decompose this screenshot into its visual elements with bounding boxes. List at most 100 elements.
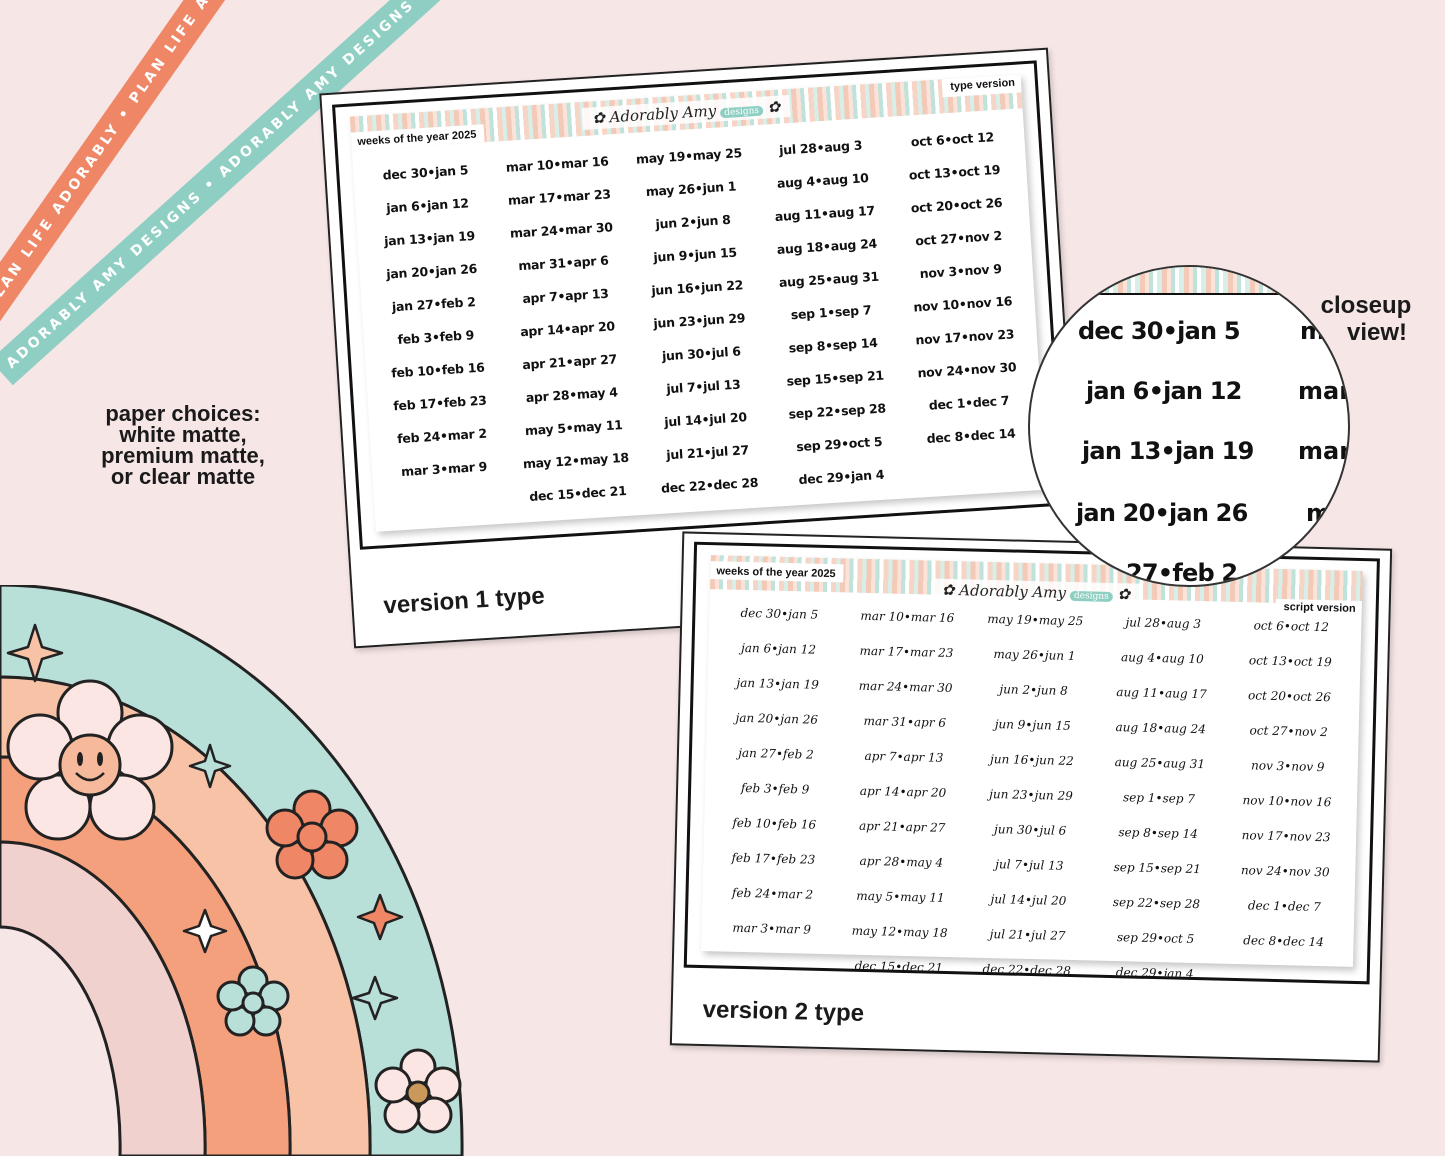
week-label: sep 29•oct 5 <box>795 433 883 455</box>
week-label: jan 13•jan 19 <box>736 675 820 692</box>
week-label: feb 3•feb 9 <box>397 327 475 348</box>
week-label: sep 15•sep 21 <box>1113 860 1202 877</box>
week-label: jun 16•jun 22 <box>989 751 1074 769</box>
week-label: aug 25•aug 31 <box>1114 755 1206 772</box>
week-label: dec 22•dec 28 <box>982 961 1072 979</box>
week-column: may 19•may 25 may 26•jun 1 jun 2•jun 8 jun … <box>622 135 777 509</box>
week-column: jul 28•aug 3 aug 4•aug 10 aug 11•aug 17 aug… <box>1090 605 1227 985</box>
week-label: apr 21•apr 27 <box>858 818 946 835</box>
week-label: jul 14•jul 20 <box>663 409 748 430</box>
closeup-rule <box>1090 293 1348 295</box>
week-label: apr 28•may 4 <box>859 853 944 870</box>
paper-choices-line: premium matte, <box>101 443 265 468</box>
week-label: oct 20•oct 26 <box>1247 688 1332 705</box>
week-column: dec 30•jan 5 jan 6•jan 12 jan 13•jan 19 jan… <box>359 152 514 526</box>
closeup-magnifier: dec 30•jan 5 jan 6•jan 12 jan 13•jan 19 … <box>1028 265 1350 587</box>
week-label: mar 17•mar 23 <box>859 643 954 661</box>
week-label: jan 27•feb 2 <box>738 745 814 762</box>
week-label: mar 3•mar 9 <box>400 458 488 480</box>
week-column: mar 10•mar 16 mar 17•mar 23 mar 24•mar 30 m… <box>490 144 645 518</box>
closeup-fragment: m <box>1306 499 1332 527</box>
week-label: dec 29•jan 4 <box>1115 965 1194 982</box>
week-label: may 19•may 25 <box>987 611 1084 629</box>
week-label-grid: dec 30•jan 5 jan 6•jan 12 jan 13•jan 19 jan… <box>707 595 1355 981</box>
coral-flower-icon <box>265 789 359 880</box>
week-label: oct 6•oct 12 <box>1253 618 1329 635</box>
version-label: version 2 type <box>702 996 865 1027</box>
week-label: sep 1•sep 7 <box>1122 790 1196 807</box>
closeup-fragment: mar <box>1298 377 1350 405</box>
week-label: jul 7•jul 13 <box>995 857 1064 873</box>
week-label: dec 30•jan 5 <box>382 162 469 183</box>
week-label: jul 14•jul 20 <box>990 892 1067 908</box>
week-label: dec 8•dec 14 <box>1243 933 1325 950</box>
closeup-fragment: mar <box>1298 437 1350 465</box>
sticker-sheet-inner: weeks of the year 2025 ✿ Adorably Amy des… <box>349 74 1047 532</box>
week-label: mar 3•mar 9 <box>732 920 812 937</box>
week-label: jun 9•jun 15 <box>653 244 738 265</box>
week-label: jan 20•jan 26 <box>735 710 819 727</box>
week-label: aug 18•aug 24 <box>1115 720 1207 737</box>
week-label: jul 21•jul 27 <box>665 442 750 463</box>
paper-choices-line: or clear matte <box>110 464 256 489</box>
mint-flower-icon <box>216 965 290 1037</box>
week-label: mar 24•mar 30 <box>858 678 953 696</box>
closeup-row: jan 13•jan 19 <box>1082 437 1254 465</box>
week-label: jul 7•jul 13 <box>665 376 741 397</box>
week-label: aug 4•aug 10 <box>1120 650 1204 667</box>
brand-name: Adorably Amy <box>959 581 1067 602</box>
week-label: mar 31•apr 6 <box>863 713 947 730</box>
week-label: jun 9•jun 15 <box>994 717 1071 733</box>
week-label: sep 29•oct 5 <box>1116 930 1195 947</box>
brand-suffix: designs <box>719 105 764 119</box>
closeup-label-line: closeup <box>1320 292 1412 319</box>
week-label: jul 28•aug 3 <box>1125 615 1202 632</box>
closeup-label: closeup view! <box>1296 292 1436 346</box>
week-label: jun 2•jun 8 <box>999 682 1068 698</box>
week-label: apr 7•apr 13 <box>521 285 609 307</box>
week-column: dec 30•jan 5 jan 6•jan 12 jan 13•jan 19 jan… <box>706 595 843 983</box>
closeup-fragment: m <box>1300 317 1326 345</box>
daisy-flower-icon <box>374 1048 462 1134</box>
paper-choices-text: paper choices: white matte, premium matt… <box>78 401 288 489</box>
week-label: may 26•jun 1 <box>993 647 1076 664</box>
sparkle-icon <box>351 975 399 1021</box>
week-label: dec 1•dec 7 <box>928 392 1010 413</box>
week-label: dec 1•dec 7 <box>1247 898 1322 915</box>
sheet-title: weeks of the year 2025 <box>350 124 485 151</box>
sticker-sheet: weeks of the year 2025 ✿ Adorably Amy des… <box>331 60 1065 550</box>
week-column: mar 10•mar 16 mar 17•mar 23 mar 24•mar 30 m… <box>834 598 971 984</box>
week-label: feb 24•mar 2 <box>731 885 814 902</box>
week-label: jan 6•jan 12 <box>740 640 817 657</box>
smiley-flower-icon <box>6 679 174 841</box>
week-label: apr 7•apr 13 <box>864 748 944 765</box>
week-label: dec 22•dec 28 <box>660 474 759 496</box>
sparkle-icon <box>356 893 404 941</box>
sparkle-icon <box>182 908 228 954</box>
sticker-card-version-2: weeks of the year 2025 ✿ Adorably Amy des… <box>669 531 1393 1063</box>
brand-logo: ✿ Adorably Amy designs ✿ <box>581 94 791 130</box>
week-label: dec 29•jan 4 <box>798 466 885 488</box>
brand-name: Adorably Amy <box>609 101 717 127</box>
week-label: jun 30•jul 6 <box>661 343 742 364</box>
week-label: oct 27•nov 2 <box>914 227 1003 249</box>
week-label: nov 24•nov 30 <box>1240 863 1330 880</box>
week-label: feb 10•feb 16 <box>732 815 817 832</box>
week-label: jun 23•jun 29 <box>989 786 1074 804</box>
week-label: apr 14•apr 20 <box>859 783 947 800</box>
week-label: nov 17•nov 23 <box>1241 828 1331 845</box>
week-label: dec 30•jan 5 <box>740 605 819 622</box>
week-column: oct 6•oct 12 oct 13•oct 19 oct 20•oct 26 oc… <box>885 119 1040 493</box>
week-label: oct 13•oct 19 <box>1248 653 1332 670</box>
week-column: may 19•may 25 may 26•jun 1 jun 2•jun 8 jun … <box>962 601 1099 984</box>
closeup-row: jan 6•jan 12 <box>1086 377 1242 405</box>
week-label-grid: dec 30•jan 5 jan 6•jan 12 jan 13•jan 19 jan… <box>359 119 1041 526</box>
week-label: dec 8•dec 14 <box>926 425 1016 446</box>
week-label: mar 10•mar 16 <box>860 608 955 626</box>
week-label: nov 10•nov 16 <box>1242 793 1332 810</box>
week-column: oct 6•oct 12 oct 13•oct 19 oct 20•oct 26 oc… <box>1218 608 1355 985</box>
closeup-row: jan 20•jan 26 <box>1076 499 1248 527</box>
week-label: dec 15•dec 21 <box>854 958 944 975</box>
sticker-sheet: weeks of the year 2025 ✿ Adorably Amy des… <box>683 541 1380 985</box>
paper-choices-line: paper choices: <box>105 401 261 426</box>
